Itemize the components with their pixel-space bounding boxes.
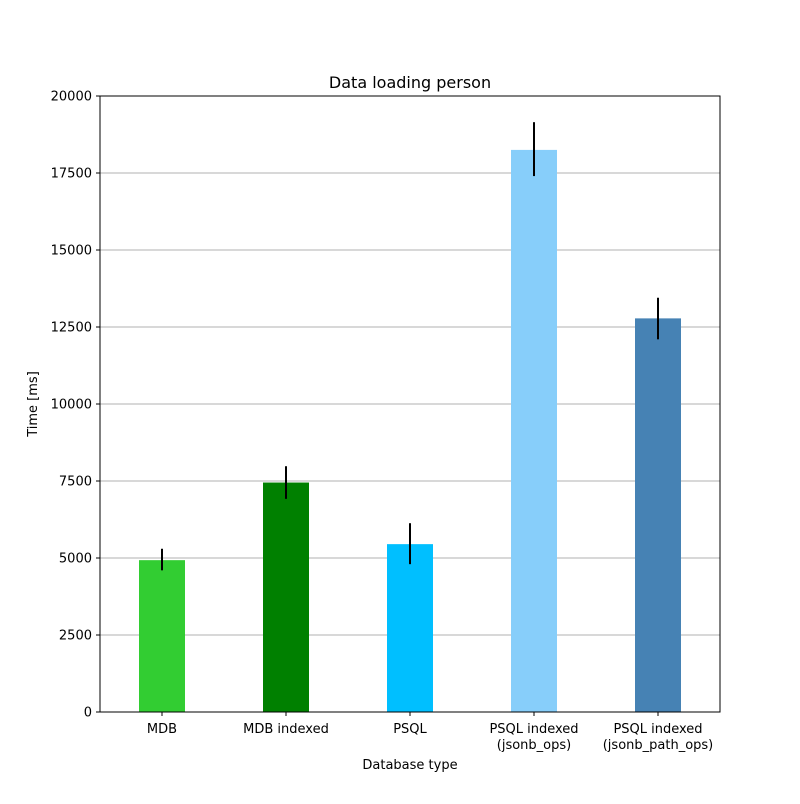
y-tick-label: 0 bbox=[84, 706, 92, 721]
bar bbox=[511, 149, 557, 712]
y-axis-ticks: 0 2500 5000 7500 10000 12500 15000 17500 20000 bbox=[51, 90, 100, 721]
y-tick-label: 15000 bbox=[51, 244, 92, 259]
x-tick-label: PSQL indexed bbox=[613, 722, 702, 737]
y-tick-label: 10000 bbox=[51, 398, 92, 413]
y-tick-label: 17500 bbox=[51, 167, 92, 182]
chart-title: Data loading person bbox=[329, 73, 491, 92]
bar bbox=[635, 318, 681, 712]
x-tick-label: PSQL bbox=[393, 722, 427, 737]
bars bbox=[139, 149, 681, 712]
x-tick-label: MDB bbox=[147, 722, 177, 737]
y-axis-label: Time [ms] bbox=[26, 371, 41, 438]
x-tick-label: MDB indexed bbox=[243, 722, 329, 737]
y-tick-label: 20000 bbox=[51, 90, 92, 105]
y-tick-label: 2500 bbox=[59, 629, 92, 644]
x-tick-label: PSQL indexed bbox=[489, 722, 578, 737]
bar bbox=[263, 482, 309, 712]
x-axis-ticks: MDB MDB indexed PSQL PSQL indexed(jsonb_ops… bbox=[147, 712, 713, 753]
bar bbox=[139, 560, 185, 712]
x-axis-label: Database type bbox=[362, 758, 457, 773]
x-tick-label: (jsonb_path_ops) bbox=[603, 738, 714, 753]
y-tick-label: 7500 bbox=[59, 475, 92, 490]
y-tick-label: 12500 bbox=[51, 321, 92, 336]
x-tick-label: (jsonb_ops) bbox=[497, 738, 571, 753]
y-tick-label: 5000 bbox=[59, 552, 92, 567]
error-bars bbox=[161, 122, 659, 571]
bar bbox=[387, 544, 433, 712]
